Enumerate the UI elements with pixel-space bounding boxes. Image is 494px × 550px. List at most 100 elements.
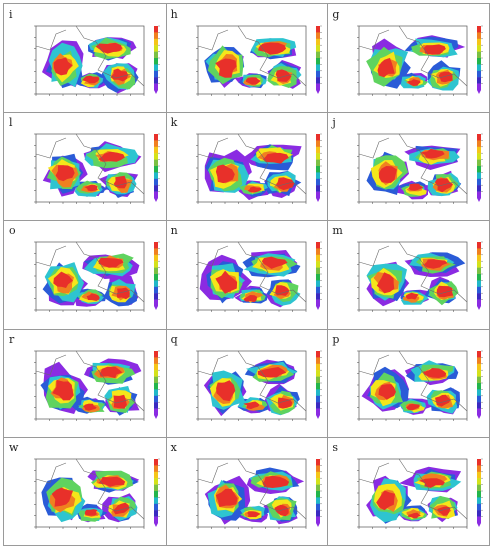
- colorbar-segment: [154, 255, 158, 262]
- colorbar-segment: [315, 172, 320, 180]
- colorbar-segment: [315, 248, 320, 256]
- colorbar-segment: [477, 376, 482, 383]
- panel-label: l: [9, 116, 13, 130]
- field-contour: [435, 178, 454, 193]
- map-panel: j: [327, 112, 489, 220]
- colorbar-extension: [315, 90, 320, 94]
- map-plot: [195, 350, 322, 421]
- field-contour: [257, 366, 287, 378]
- field-contour: [423, 367, 447, 378]
- field-contour: [377, 57, 396, 78]
- field-contour: [86, 293, 100, 302]
- colorbar-segment: [154, 516, 158, 523]
- figure-grid: i h g l k j o n m r q p w x s: [3, 3, 490, 546]
- colorbar-segment: [315, 45, 320, 52]
- colorbar-segment: [477, 38, 482, 46]
- colorbar-segment: [477, 401, 482, 409]
- colorbar-segment: [154, 166, 158, 173]
- field-contour: [246, 511, 261, 517]
- colorbar-segment: [154, 503, 158, 511]
- colorbar-segment: [477, 382, 482, 390]
- grid-divider: [4, 436, 489, 438]
- field-contour: [261, 256, 288, 270]
- colorbar-segment: [477, 356, 482, 364]
- colorbar-extension: [154, 198, 158, 203]
- map-plot: [34, 133, 160, 205]
- field-contour: [243, 295, 257, 303]
- map-plot: [34, 242, 160, 313]
- colorbar-extension: [477, 198, 482, 203]
- field-contour: [275, 177, 295, 191]
- colorbar-segment: [477, 465, 482, 472]
- colorbar-extension: [154, 90, 158, 94]
- coastline: [197, 462, 228, 484]
- panel-label: i: [9, 8, 13, 21]
- coastline: [237, 350, 306, 411]
- colorbar-segment: [477, 388, 482, 396]
- field-contour: [53, 271, 73, 289]
- map-plot: [34, 350, 160, 421]
- map-plot: [195, 458, 322, 529]
- coastline: [197, 246, 228, 267]
- colorbar-segment: [477, 299, 482, 307]
- colorbar-segment: [477, 458, 482, 466]
- colorbar-segment: [315, 376, 320, 383]
- colorbar-segment: [154, 191, 158, 199]
- map-plot: [357, 133, 484, 205]
- map-plot: [34, 458, 160, 529]
- field-contour: [113, 175, 127, 189]
- panel-label: m: [332, 224, 343, 238]
- colorbar-segment: [315, 382, 320, 390]
- map-plot: [357, 350, 484, 421]
- colorbar-segment: [477, 32, 482, 39]
- colorbar-segment: [477, 255, 482, 262]
- colorbar-segment: [154, 248, 158, 256]
- field-contour: [376, 490, 396, 510]
- colorbar-segment: [477, 287, 482, 294]
- colorbar-segment: [315, 509, 320, 517]
- colorbar-segment: [154, 497, 158, 504]
- colorbar-segment: [477, 471, 482, 479]
- colorbar-segment: [477, 516, 482, 523]
- colorbar-segment: [154, 280, 158, 288]
- colorbar-segment: [477, 185, 482, 192]
- map-panel: l: [4, 112, 166, 220]
- field-contour: [379, 166, 398, 184]
- colorbar-segment: [315, 350, 320, 358]
- colorbar-segment: [315, 356, 320, 364]
- coastline: [359, 462, 390, 484]
- colorbar-segment: [477, 261, 482, 269]
- colorbar-segment: [315, 299, 320, 307]
- panel-label: s: [332, 440, 338, 454]
- colorbar-segment: [315, 497, 320, 504]
- colorbar-segment: [154, 242, 158, 249]
- coastline: [75, 242, 145, 303]
- colorbar-segment: [154, 51, 158, 59]
- map-plot: [357, 25, 484, 96]
- colorbar-segment: [477, 408, 482, 415]
- colorbar-segment: [154, 172, 158, 180]
- field-contour: [436, 286, 454, 298]
- colorbar-segment: [154, 471, 158, 479]
- colorbar-segment: [154, 350, 158, 358]
- panel-label: x: [170, 440, 177, 454]
- field-contour: [215, 270, 237, 295]
- map-panel: w: [4, 437, 166, 545]
- field-contour: [378, 383, 397, 400]
- colorbar-segment: [315, 26, 320, 33]
- colorbar-segment: [154, 369, 158, 377]
- map-plot: [195, 25, 322, 96]
- field-contour: [215, 488, 238, 507]
- colorbar-segment: [315, 191, 320, 199]
- colorbar-segment: [315, 255, 320, 262]
- colorbar-segment: [154, 185, 158, 192]
- colorbar-segment: [477, 58, 482, 65]
- colorbar-segment: [477, 490, 482, 498]
- colorbar-segment: [315, 38, 320, 46]
- coastline: [399, 242, 468, 303]
- colorbar-segment: [477, 178, 482, 186]
- colorbar-segment: [315, 401, 320, 409]
- colorbar-segment: [154, 77, 158, 84]
- coastline: [399, 134, 468, 195]
- coastline: [35, 246, 67, 267]
